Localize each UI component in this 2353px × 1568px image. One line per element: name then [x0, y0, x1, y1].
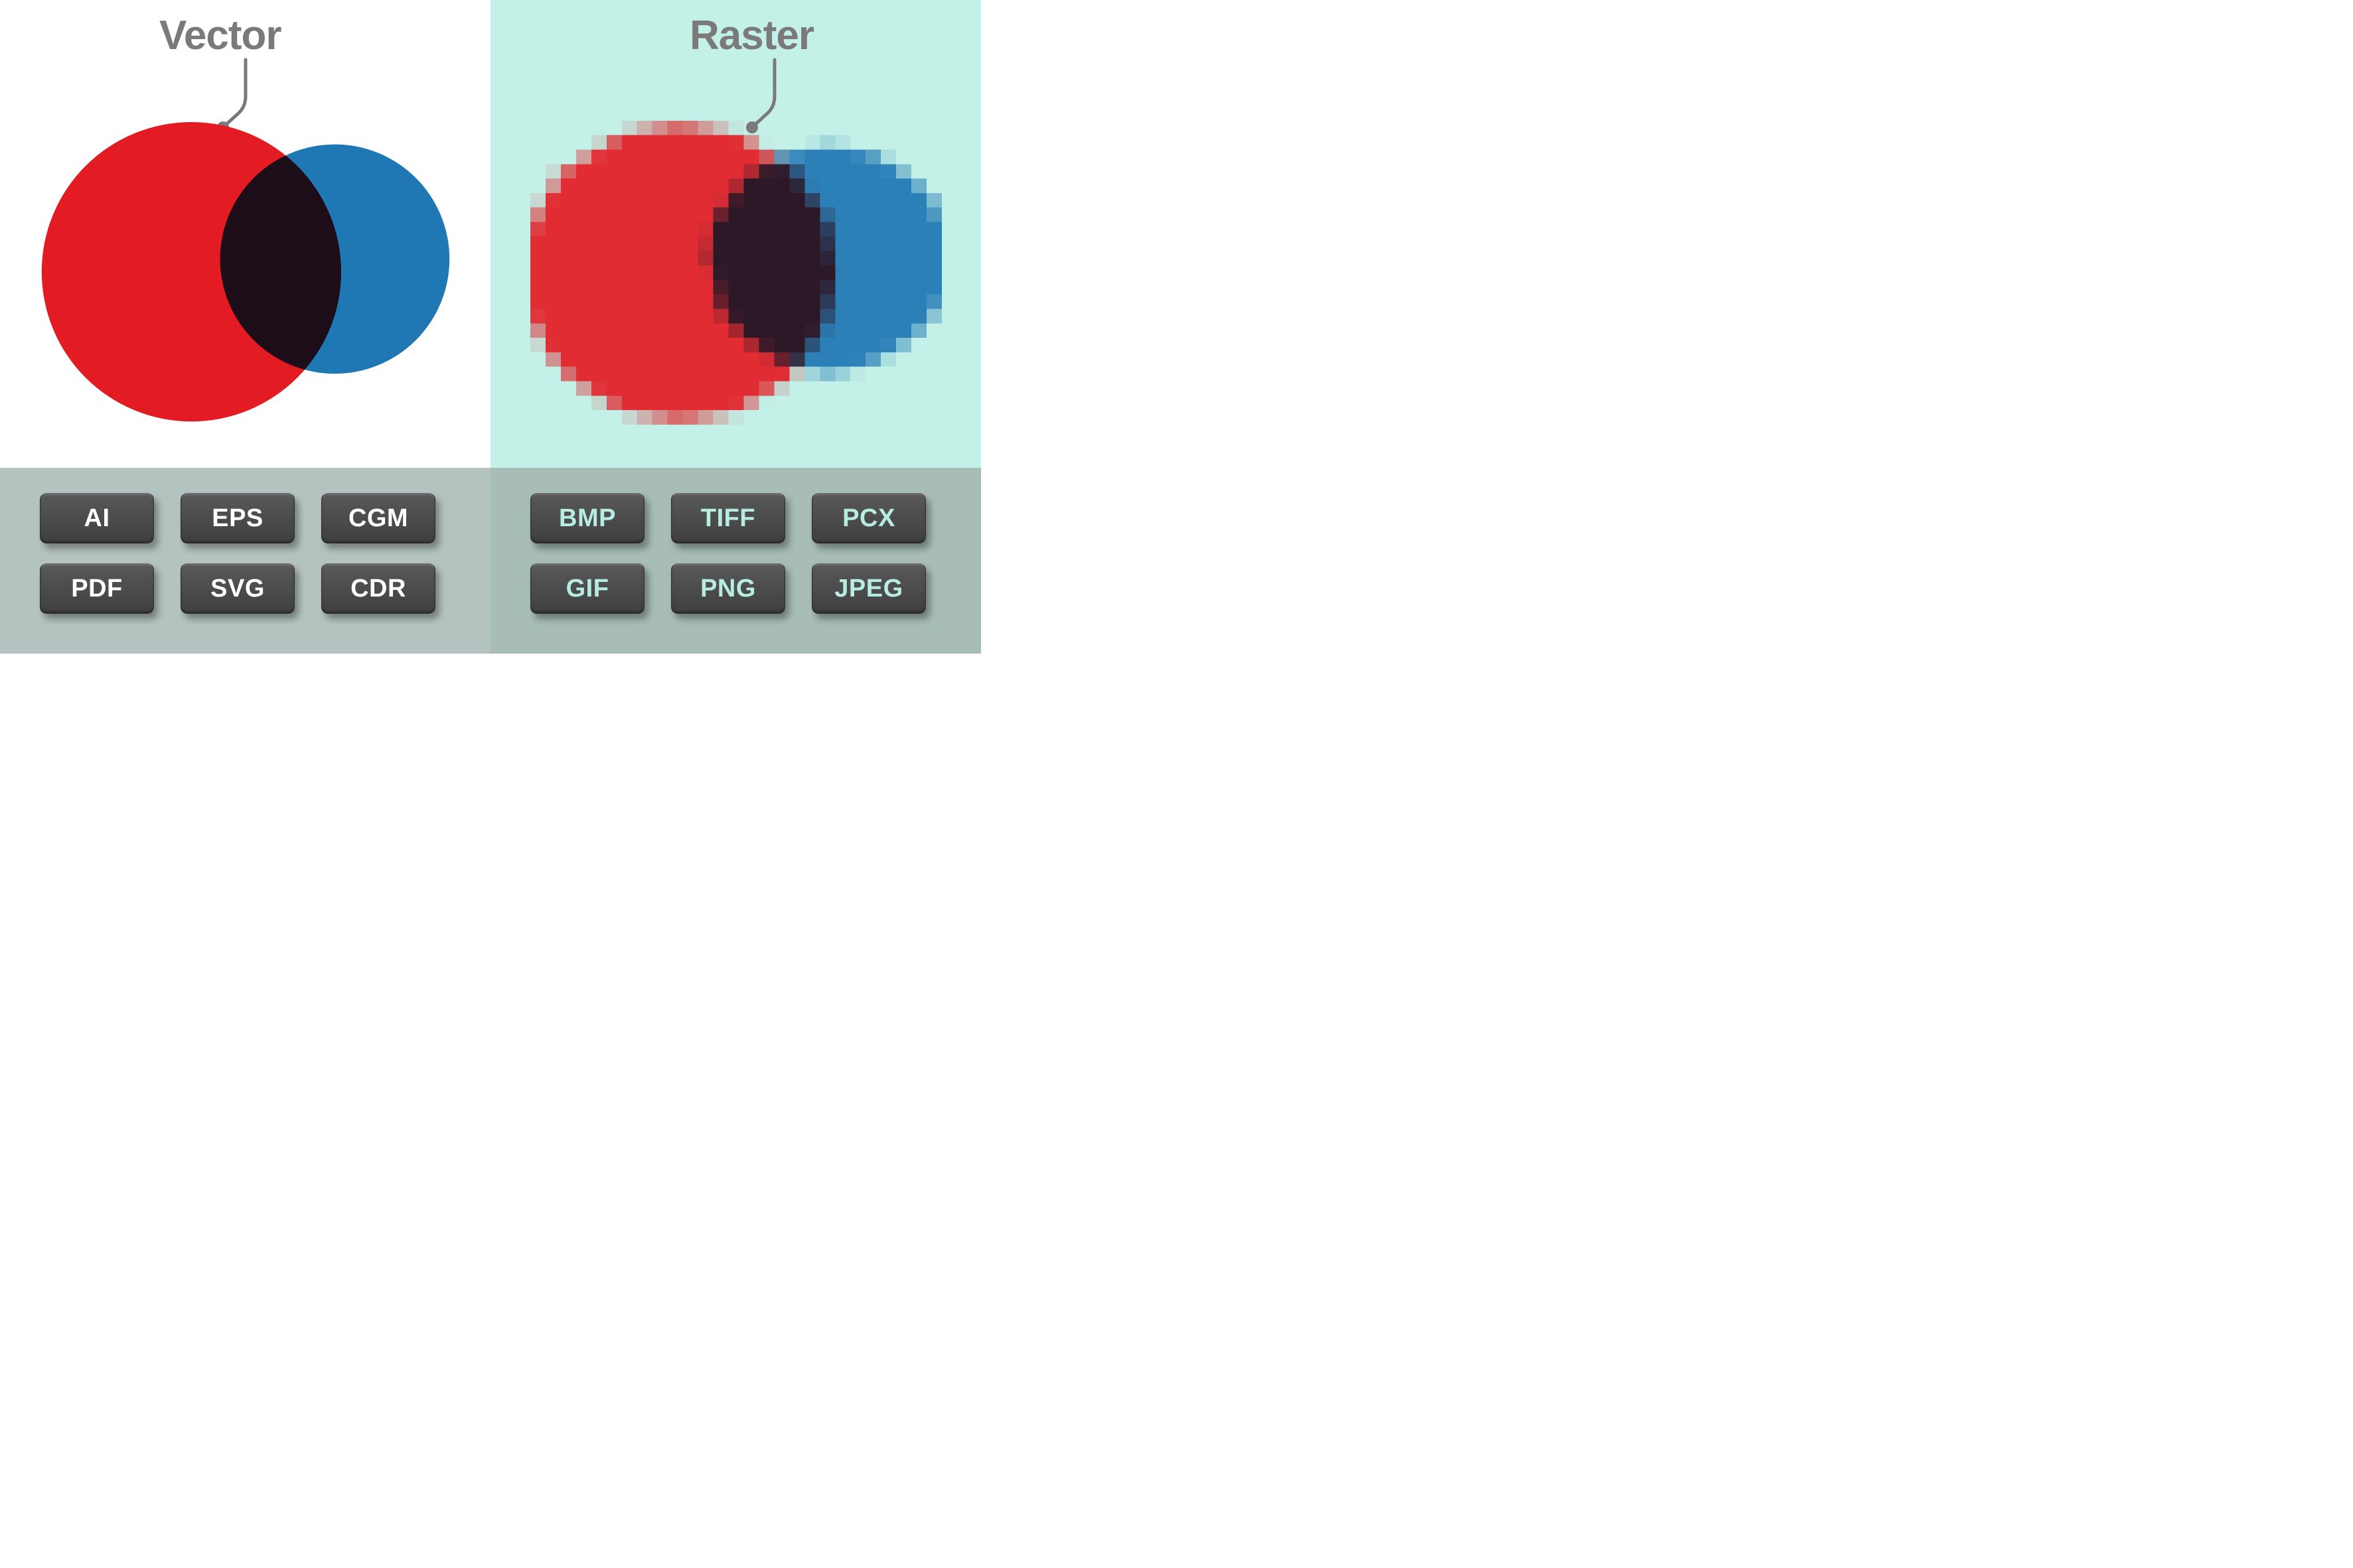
- raster-title: Raster: [690, 12, 814, 59]
- format-jpeg: JPEG: [812, 563, 926, 614]
- format-eps: EPS: [181, 493, 295, 543]
- format-ai: AI: [40, 493, 154, 543]
- format-gif: GIF: [530, 563, 645, 614]
- vector-title: Vector: [159, 12, 281, 59]
- format-pdf: PDF: [40, 563, 154, 614]
- format-tiff: TIFF: [671, 493, 785, 543]
- raster-pixel-canvas: [530, 106, 942, 425]
- raster-panel: Raster: [491, 0, 981, 468]
- format-cgm: CGM: [321, 493, 435, 543]
- format-bmp: BMP: [530, 493, 645, 543]
- vector-blue-circle: [220, 145, 450, 374]
- raster-venn-diagram: [530, 106, 942, 425]
- vector-venn-diagram: [40, 106, 451, 425]
- vector-formats-grid: AI EPS CGM PDF SVG CDR: [0, 468, 491, 614]
- raster-formats-grid: BMP TIFF PCX GIF PNG JPEG: [491, 468, 981, 614]
- vector-formats-panel: AI EPS CGM PDF SVG CDR: [0, 468, 491, 654]
- format-svg: SVG: [181, 563, 295, 614]
- format-cdr: CDR: [321, 563, 435, 614]
- comparison-frame: Vector Raster: [0, 0, 981, 654]
- format-pcx: PCX: [812, 493, 926, 543]
- raster-formats-panel: BMP TIFF PCX GIF PNG JPEG: [491, 468, 981, 654]
- vector-panel: Vector: [0, 0, 491, 468]
- format-png: PNG: [671, 563, 785, 614]
